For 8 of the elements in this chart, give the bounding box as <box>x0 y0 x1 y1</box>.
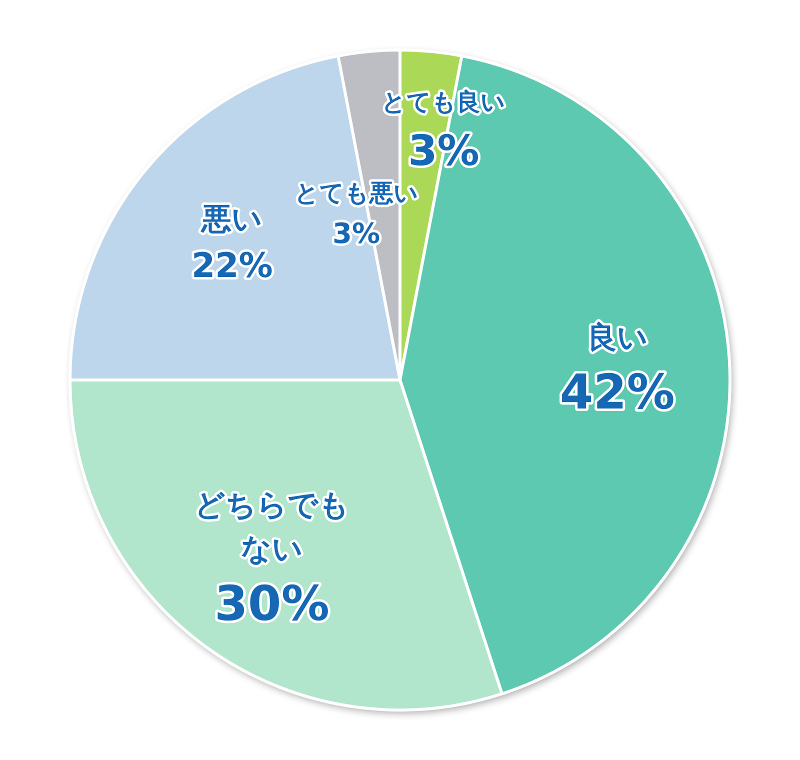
slice-label: 良い <box>586 320 648 356</box>
data-label: 42% <box>560 364 675 420</box>
slice-label: どちらでもない <box>194 488 350 568</box>
slice-label: とても良い <box>382 88 506 116</box>
data-label: 3% <box>332 217 380 250</box>
data-label: 30% <box>214 576 330 632</box>
slice-label: 悪い <box>200 202 263 238</box>
data-label: 22% <box>191 246 273 286</box>
